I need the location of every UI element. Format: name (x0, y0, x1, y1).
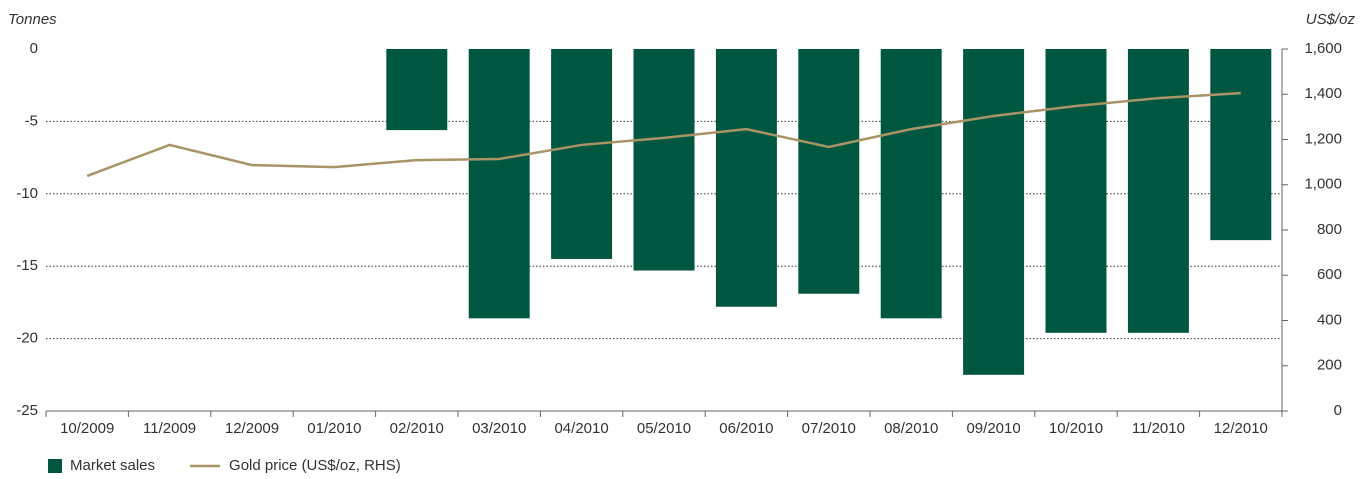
x-tick-label: 07/2010 (802, 420, 856, 437)
y-tick-label: -5 (25, 112, 38, 129)
y2-axis-title: US$/oz (1306, 11, 1356, 28)
y-tick-label: -25 (16, 402, 38, 419)
y2-tick-label: 1,600 (1304, 40, 1342, 57)
x-tick-label: 02/2010 (390, 420, 444, 437)
y2-tick-label: 1,200 (1304, 130, 1342, 147)
bar (715, 49, 777, 307)
x-tick-label: 08/2010 (884, 420, 938, 437)
x-tick-label: 12/2010 (1214, 420, 1268, 437)
x-tick-label: 10/2010 (1049, 420, 1103, 437)
y2-tick-label: 600 (1317, 266, 1342, 283)
x-tick-label: 11/2009 (143, 420, 196, 437)
y-tick-label: -10 (16, 185, 38, 202)
x-tick-label: 10/2009 (60, 420, 114, 437)
legend-label: Market sales (70, 457, 155, 474)
bar (1210, 49, 1272, 241)
y-tick-label: 0 (30, 40, 38, 57)
x-tick-label: 01/2010 (307, 420, 361, 437)
x-tick-label: 11/2010 (1132, 420, 1185, 437)
x-tick-label: 03/2010 (472, 420, 526, 437)
x-tick-label: 06/2010 (719, 420, 773, 437)
y-axis-title: Tonnes (8, 11, 57, 28)
y2-tick-label: 1,400 (1304, 85, 1342, 102)
y-tick-label: -15 (16, 257, 38, 274)
bar (880, 49, 942, 319)
x-tick-label: 12/2009 (225, 420, 279, 437)
x-tick-label: 04/2010 (554, 420, 608, 437)
bar (1127, 49, 1189, 333)
bar (551, 49, 613, 259)
bar (1045, 49, 1107, 333)
y2-tick-label: 400 (1317, 311, 1342, 328)
bar (386, 49, 448, 131)
line (86, 91, 1241, 178)
bar (963, 49, 1025, 375)
y2-tick-label: 200 (1317, 357, 1342, 374)
legend-swatch (48, 459, 62, 473)
y2-tick-label: 800 (1317, 221, 1342, 238)
y2-tick-label: 0 (1334, 402, 1342, 419)
x-tick-label: 05/2010 (637, 420, 691, 437)
bar (798, 49, 860, 294)
legend-label: Gold price (US$/oz, RHS) (229, 457, 401, 474)
y-tick-label: -20 (16, 330, 38, 347)
bar (633, 49, 695, 271)
bar (468, 49, 530, 319)
y2-tick-label: 1,000 (1304, 176, 1342, 193)
x-tick-label: 09/2010 (966, 420, 1020, 437)
